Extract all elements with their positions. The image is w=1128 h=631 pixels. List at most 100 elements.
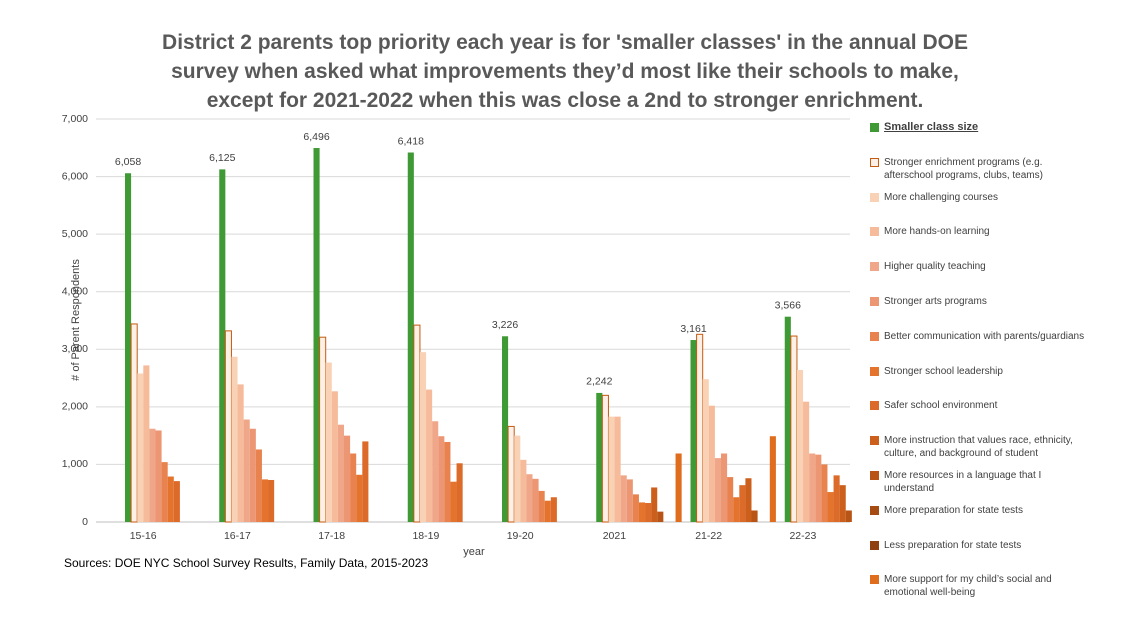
legend-entry: Stronger school leadership — [870, 365, 1089, 378]
x-tick-label: 18-19 — [412, 530, 439, 542]
bar — [419, 352, 427, 522]
bar — [456, 463, 463, 522]
x-tick-label: 21-22 — [695, 530, 722, 542]
legend-entry: Safer school environment — [870, 399, 1089, 412]
bar — [714, 458, 721, 522]
bar — [733, 497, 740, 522]
y-tick-label: 7,000 — [62, 113, 88, 125]
bar — [769, 436, 776, 522]
bar — [130, 323, 138, 523]
legend-entry: More instruction that values race, ethni… — [870, 434, 1089, 460]
bar — [550, 497, 557, 522]
source-note: Sources: DOE NYC School Survey Results, … — [64, 556, 429, 570]
legend-label: Smaller class size — [884, 121, 979, 133]
bar — [268, 479, 275, 522]
bar — [651, 487, 658, 522]
bar — [155, 430, 162, 522]
bar — [690, 340, 697, 522]
legend-label: More challenging courses — [884, 191, 998, 203]
data-label: 6,058 — [115, 156, 141, 168]
legend-swatch — [870, 540, 879, 550]
legend-label: Safer school environment — [884, 400, 998, 412]
bar — [601, 394, 609, 523]
y-tick-label: 4,000 — [62, 285, 88, 297]
bar — [231, 356, 238, 522]
bar — [243, 419, 250, 522]
legend-entry: More resources in a language that I unde… — [870, 469, 1089, 495]
bar — [645, 503, 652, 522]
bar — [796, 370, 804, 522]
bar — [608, 416, 615, 522]
legend-entry: Higher quality teaching — [870, 260, 1089, 273]
bar — [350, 453, 357, 522]
bar — [438, 436, 445, 522]
legend-entry: Less preparation for state tests — [870, 539, 1089, 552]
bar — [657, 511, 664, 522]
bar — [751, 510, 758, 522]
x-tick-label: 17-18 — [318, 530, 345, 542]
bar — [638, 502, 646, 522]
x-tick-label: 15-16 — [130, 530, 157, 542]
y-tick-label: 5,000 — [62, 228, 88, 240]
bar — [596, 392, 603, 522]
legend-swatch — [870, 262, 879, 272]
y-tick-label: 3,000 — [62, 343, 88, 355]
legend-label: Stronger arts programs — [884, 296, 987, 307]
bar — [727, 477, 734, 522]
bar — [821, 464, 828, 522]
bar — [331, 391, 338, 522]
bar — [344, 435, 351, 522]
bar — [137, 373, 144, 522]
bar — [325, 362, 332, 522]
bar — [790, 335, 798, 523]
bar — [319, 336, 327, 523]
bar — [219, 169, 226, 522]
x-axis-title: year — [463, 546, 485, 558]
legend-swatch — [870, 227, 879, 237]
bar — [356, 474, 363, 522]
bar — [125, 173, 132, 522]
bar — [224, 330, 232, 523]
legend-swatch — [870, 575, 879, 585]
bar — [514, 435, 521, 522]
legend-label: Stronger school leadership — [884, 365, 1003, 377]
legend-entry: Smaller class size — [870, 121, 1089, 134]
y-tick-label: 6,000 — [62, 170, 88, 182]
legend-swatch — [870, 331, 879, 341]
y-axis-title: # of Parent Respondents — [70, 259, 82, 381]
bar — [809, 453, 816, 522]
bar — [784, 316, 791, 522]
legend-entry: Stronger enrichment programs (e.g. after… — [870, 156, 1089, 182]
data-label: 6,496 — [303, 131, 329, 143]
x-tick-label: 16-17 — [224, 530, 251, 542]
bar — [815, 454, 822, 522]
bar — [520, 459, 527, 522]
bar — [745, 478, 752, 522]
data-label: 6,418 — [398, 135, 424, 147]
bar — [620, 475, 627, 522]
bar — [839, 485, 846, 522]
bar — [544, 500, 551, 522]
bar — [632, 494, 639, 522]
bar — [407, 152, 414, 522]
legend-label: More hands-on learning — [884, 226, 990, 238]
data-label: 3,566 — [775, 299, 801, 311]
bar — [502, 336, 509, 522]
legend-entry: More challenging courses — [870, 191, 1089, 204]
legend-swatch — [870, 471, 879, 480]
bar — [827, 492, 834, 522]
y-tick-label: 0 — [82, 516, 88, 528]
legend-swatch — [870, 297, 879, 306]
bar — [803, 401, 810, 522]
bar — [739, 485, 746, 522]
legend-label: Higher quality teaching — [884, 261, 986, 273]
legend-label: More support for my child’s social and e… — [884, 574, 1052, 599]
bar — [149, 428, 156, 522]
bar — [337, 424, 344, 522]
y-tick-label: 2,000 — [62, 401, 88, 413]
legend-label: Better communication with parents/guardi… — [884, 330, 1085, 342]
bar — [313, 148, 320, 523]
legend-label: Less preparation for state tests — [884, 539, 1022, 551]
legend-label: More resources in a language that I unde… — [884, 470, 1042, 494]
